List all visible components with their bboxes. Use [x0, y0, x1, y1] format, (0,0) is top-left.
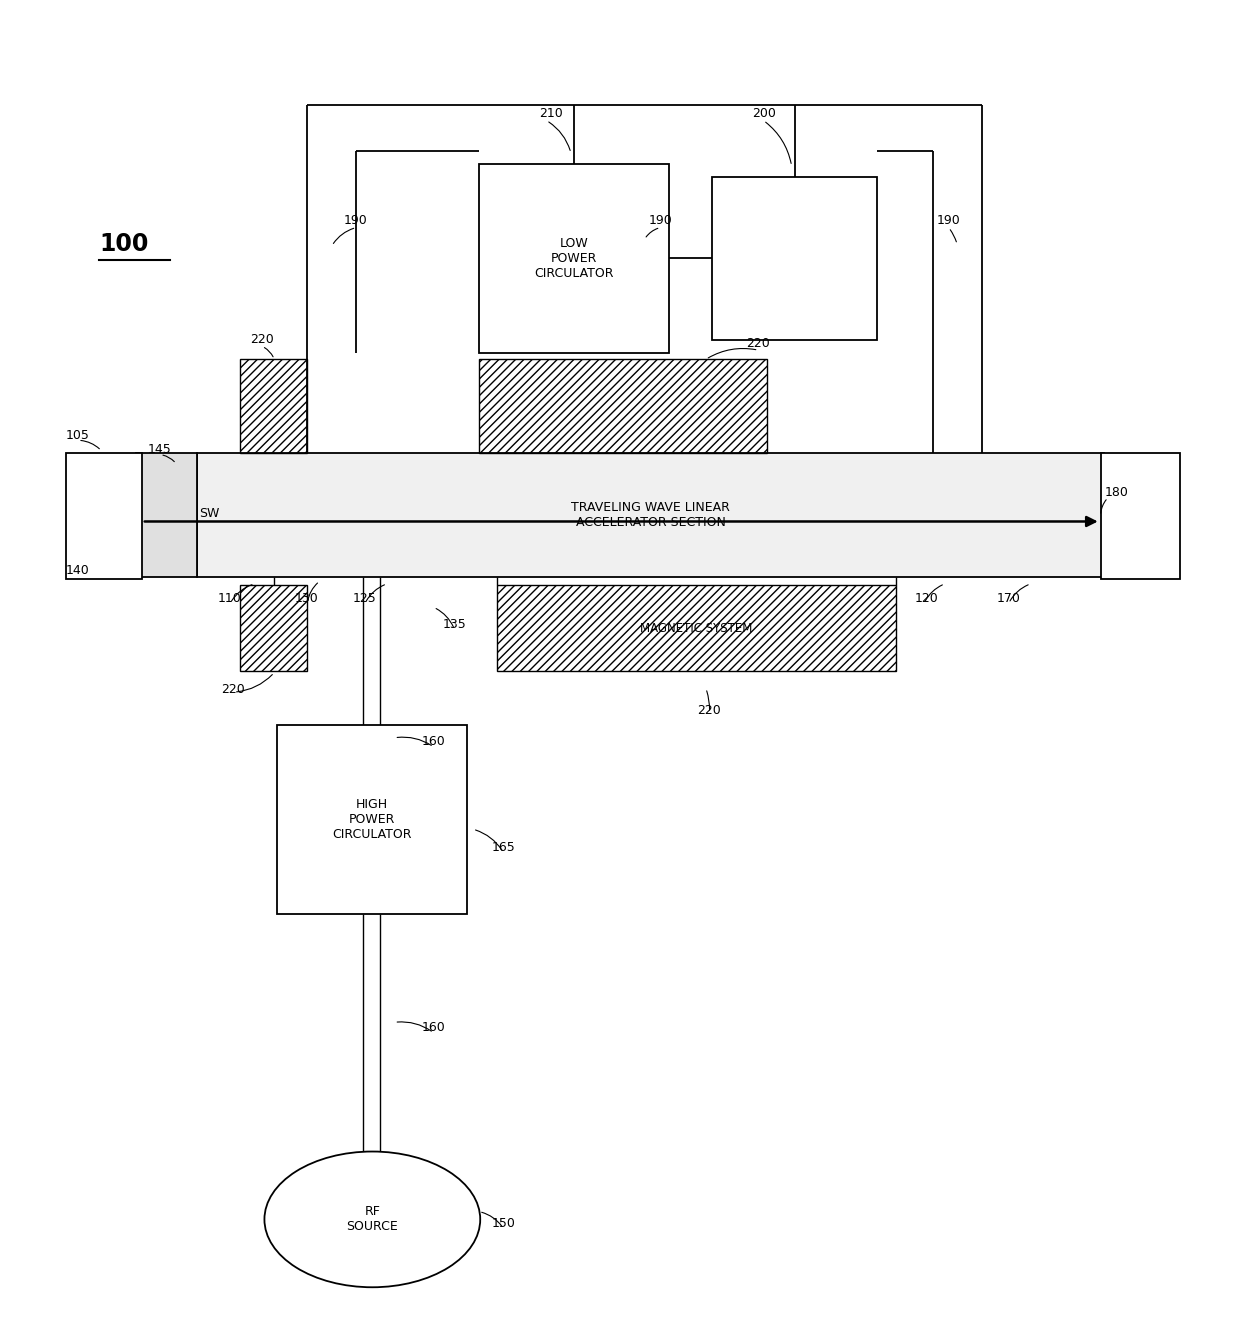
Text: 220: 220	[697, 704, 720, 718]
Bar	[497, 586, 895, 671]
Bar	[479, 164, 670, 352]
Text: 220: 220	[222, 683, 246, 696]
Text: 130: 130	[295, 592, 319, 604]
Text: 180: 180	[1105, 485, 1128, 499]
Text: 150: 150	[491, 1217, 515, 1229]
Text: 170: 170	[997, 592, 1021, 604]
Text: SW: SW	[200, 506, 219, 520]
Text: 190: 190	[345, 215, 368, 227]
Text: 190: 190	[936, 215, 960, 227]
Text: 100: 100	[99, 232, 149, 256]
Bar	[135, 454, 197, 578]
Bar	[239, 359, 308, 454]
Bar	[479, 359, 768, 454]
Text: 140: 140	[66, 565, 89, 578]
Text: 135: 135	[443, 617, 466, 630]
Text: 190: 190	[649, 215, 672, 227]
Text: 200: 200	[753, 107, 776, 120]
Bar	[712, 177, 878, 340]
Text: 210: 210	[539, 107, 563, 120]
Text: TRAVELING WAVE LINEAR
ACCELERATOR SECTION: TRAVELING WAVE LINEAR ACCELERATOR SECTIO…	[572, 501, 730, 529]
Bar	[197, 454, 1105, 578]
Ellipse shape	[264, 1151, 480, 1287]
Text: 160: 160	[422, 735, 445, 748]
Text: HIGH
POWER
CIRCULATOR: HIGH POWER CIRCULATOR	[332, 798, 412, 842]
Text: 110: 110	[218, 592, 242, 604]
Text: MAGNETIC SYSTEM: MAGNETIC SYSTEM	[640, 621, 753, 634]
Text: 145: 145	[148, 443, 171, 456]
Bar	[277, 724, 466, 914]
Text: RF
SOURCE: RF SOURCE	[346, 1206, 398, 1233]
Bar	[1101, 454, 1180, 579]
Text: 165: 165	[491, 842, 515, 853]
Text: 160: 160	[422, 1021, 445, 1034]
Text: 220: 220	[249, 334, 274, 347]
Bar	[66, 454, 141, 579]
Text: 105: 105	[66, 429, 89, 442]
Bar	[239, 586, 308, 671]
Text: 125: 125	[352, 592, 377, 604]
Text: 220: 220	[746, 338, 770, 350]
Text: LOW
POWER
CIRCULATOR: LOW POWER CIRCULATOR	[534, 236, 614, 280]
Text: 120: 120	[914, 592, 937, 604]
